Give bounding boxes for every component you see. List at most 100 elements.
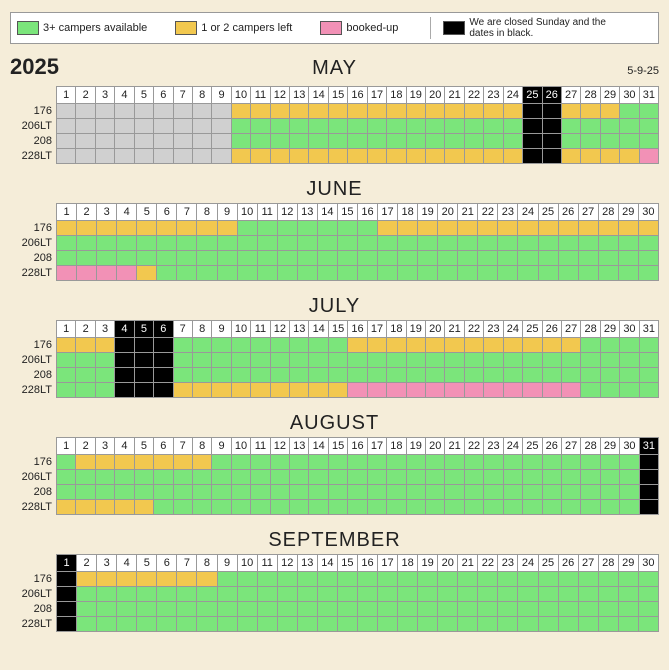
availability-cell	[639, 149, 659, 164]
availability-cell	[347, 368, 366, 383]
availability-cell	[538, 266, 558, 281]
availability-cell	[639, 338, 659, 353]
availability-cell	[483, 485, 502, 500]
availability-cell	[598, 236, 618, 251]
availability-cell	[542, 134, 561, 149]
availability-cell	[173, 383, 192, 398]
availability-cell	[444, 368, 463, 383]
availability-cell	[136, 266, 156, 281]
availability-cell	[538, 251, 558, 266]
unit-label: 176	[10, 221, 56, 236]
availability-cell	[578, 617, 598, 632]
day-number: 25	[538, 554, 558, 572]
availability-cell	[277, 236, 297, 251]
day-number: 7	[176, 203, 196, 221]
availability-row	[56, 221, 659, 236]
day-number: 19	[417, 554, 437, 572]
day-number: 6	[153, 86, 172, 104]
availability-cell	[76, 617, 96, 632]
availability-cell	[457, 617, 477, 632]
availability-row	[56, 251, 659, 266]
availability-cell	[558, 266, 578, 281]
availability-cell	[211, 383, 230, 398]
day-number: 24	[517, 203, 537, 221]
availability-cell	[542, 383, 561, 398]
availability-cell	[114, 338, 133, 353]
availability-cell	[277, 617, 297, 632]
availability-cell	[56, 149, 75, 164]
availability-cell	[250, 500, 269, 515]
availability-cell	[308, 383, 327, 398]
availability-cell	[95, 500, 114, 515]
availability-cell	[347, 149, 366, 164]
availability-cell	[95, 470, 114, 485]
availability-cell	[217, 251, 237, 266]
days-area: 1234567891011121314151617181920212223242…	[56, 86, 659, 164]
day-number: 6	[153, 437, 172, 455]
availability-cell	[56, 587, 76, 602]
availability-cell	[134, 134, 153, 149]
availability-cell	[317, 572, 337, 587]
day-number: 26	[558, 203, 578, 221]
day-number: 3	[95, 437, 114, 455]
availability-cell	[136, 236, 156, 251]
availability-cell	[580, 470, 599, 485]
day-number: 16	[347, 437, 366, 455]
month-grid: 176206LT208228LT123456789101112131415161…	[10, 554, 659, 632]
availability-cell	[619, 149, 638, 164]
availability-cell	[231, 485, 250, 500]
availability-cell	[173, 338, 192, 353]
availability-cell	[600, 383, 619, 398]
availability-row	[56, 266, 659, 281]
availability-cell	[347, 353, 366, 368]
day-number: 21	[444, 437, 463, 455]
availability-cell	[444, 353, 463, 368]
day-number: 18	[386, 437, 405, 455]
availability-cell	[558, 251, 578, 266]
days-area: 1234567891011121314151617181920212223242…	[56, 554, 659, 632]
availability-cell	[357, 251, 377, 266]
day-number: 10	[231, 437, 250, 455]
availability-cell	[297, 587, 317, 602]
day-number: 15	[328, 320, 347, 338]
availability-cell	[639, 383, 659, 398]
day-number: 7	[173, 437, 192, 455]
availability-cell	[116, 236, 136, 251]
availability-cell	[503, 470, 522, 485]
day-number: 25	[522, 437, 541, 455]
availability-cell	[503, 485, 522, 500]
day-number: 14	[308, 86, 327, 104]
availability-cell	[231, 383, 250, 398]
availability-row	[56, 149, 659, 164]
day-number: 6	[156, 554, 176, 572]
availability-cell	[444, 119, 463, 134]
availability-cell	[580, 104, 599, 119]
availability-cell	[116, 587, 136, 602]
unit-label: 208	[10, 368, 56, 383]
availability-cell	[386, 470, 405, 485]
availability-cell	[337, 266, 357, 281]
availability-cell	[464, 119, 483, 134]
availability-row	[56, 485, 659, 500]
availability-cell	[542, 500, 561, 515]
availability-cell	[477, 617, 497, 632]
day-number: 14	[317, 203, 337, 221]
availability-cell	[406, 134, 425, 149]
availability-cell	[522, 353, 541, 368]
availability-cell	[483, 134, 502, 149]
availability-cell	[308, 338, 327, 353]
day-number: 9	[211, 86, 230, 104]
availability-cell	[542, 149, 561, 164]
availability-row	[56, 455, 659, 470]
availability-cell	[483, 119, 502, 134]
availability-cell	[638, 572, 659, 587]
availability-cell	[289, 134, 308, 149]
availability-cell	[457, 602, 477, 617]
day-number: 7	[173, 86, 192, 104]
availability-cell	[558, 602, 578, 617]
availability-row	[56, 368, 659, 383]
availability-cell	[619, 368, 638, 383]
day-number: 22	[477, 554, 497, 572]
month-grid: 176206LT208228LT123456789101112131415161…	[10, 320, 659, 398]
availability-cell	[580, 353, 599, 368]
